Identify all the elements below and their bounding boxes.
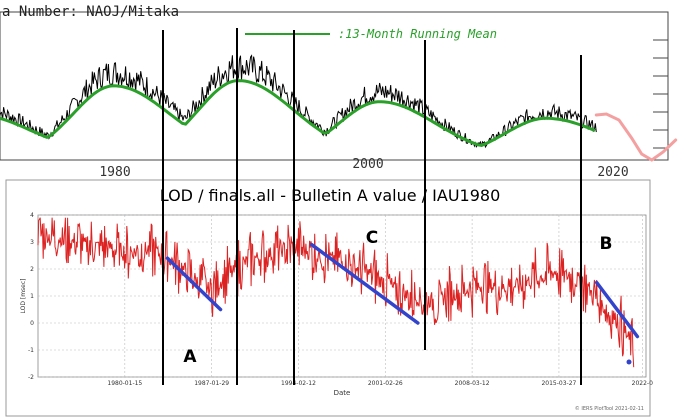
lod-series xyxy=(37,217,635,368)
lod-footer-text: © IERS PlotTool 2021-02-11 xyxy=(575,405,644,412)
trend-lines xyxy=(165,242,640,339)
lod-y-tick-label: 2 xyxy=(30,266,34,273)
lod-x-tick-label: 2001-02-26 xyxy=(368,380,403,387)
lod-x-axis-label: Date xyxy=(334,389,351,397)
trend-line-c xyxy=(310,242,420,325)
lod-y-tick-label: 4 xyxy=(30,212,34,219)
lod-title: LOD / finals.all - Bulletin A value / IA… xyxy=(160,186,501,205)
lod-y-tick-label: -1 xyxy=(28,347,34,354)
lod-x-tick-label: 1994-02-12 xyxy=(281,380,316,387)
lod-y-tick-label: 3 xyxy=(30,239,34,246)
lod-y-axis-label: LOD [msec] xyxy=(20,278,27,313)
lod-x-ticks: 1980-01-15 1987-01-29 1994-02-12 2001-02-26… xyxy=(107,380,653,387)
annotation-label-a: A xyxy=(183,347,197,367)
lod-x-tick-label: 1987-01-29 xyxy=(194,380,229,387)
cycle-separator-lines xyxy=(162,28,582,385)
lod-x-tick-label: 2015-03-27 xyxy=(541,380,576,387)
lod-y-tick-label: 0 xyxy=(30,320,34,327)
sunspot-running-mean-series xyxy=(0,79,596,147)
lod-x-tick-label: 1980-01-15 xyxy=(107,380,142,387)
lod-y-tick-label: 1 xyxy=(30,293,34,300)
lod-panel: LOD / finals.all - Bulletin A value / IA… xyxy=(5,179,653,417)
sunspot-panel: a Number: NAOJ/Mitaka :13-Month Running … xyxy=(0,4,678,180)
lod-y-ticks: 4 3 2 1 0 -1 -2 xyxy=(28,212,34,381)
annotation-label-c: C xyxy=(366,228,378,248)
sunspot-x-tick-label: 1980 xyxy=(99,165,130,180)
trend-line-b xyxy=(594,280,640,339)
sunspot-x-tick-label: 2000 xyxy=(352,157,383,172)
annotation-label-b: B xyxy=(600,234,613,254)
sunspot-header-text: a Number: NAOJ/Mitaka xyxy=(2,4,179,20)
lod-y-tick-label: -2 xyxy=(28,374,34,381)
legend-running-mean-label: :13-Month Running Mean xyxy=(338,27,497,41)
trend-line-a xyxy=(165,256,223,312)
sunspot-plot-frame xyxy=(0,11,669,161)
sunspot-raw-series xyxy=(0,54,597,149)
sunspot-x-tick-label: 2020 xyxy=(597,165,628,180)
sunspot-right-ticks xyxy=(653,39,668,149)
sunspot-forecast-series xyxy=(594,112,678,162)
lod-last-point-marker xyxy=(626,359,632,365)
lod-x-tick-label: 2022-0 xyxy=(632,380,653,387)
lod-x-tick-label: 2008-03-12 xyxy=(455,380,490,387)
